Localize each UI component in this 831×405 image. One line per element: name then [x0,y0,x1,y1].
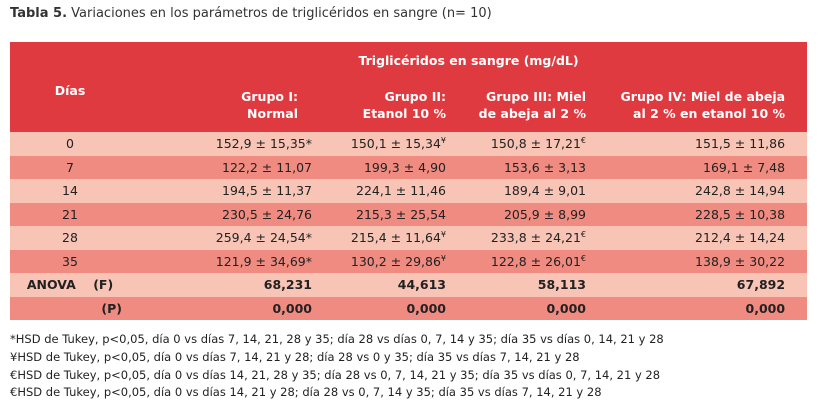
footnote: €HSD de Tukey, p<0,05, día 0 vs días 14,… [10,367,661,382]
cell-grupo-4: 212,4 ± 14,24 [608,226,808,250]
anova-p-grupo-1: 0,000 [130,296,320,320]
cell-grupo-2: 150,1 ± 15,34¥ [320,132,468,156]
cell-grupo-1: 152,9 ± 15,35* [130,132,320,156]
cell-grupo-2: 199,3 ± 4,90 [320,155,468,179]
cell-dia: 28 [10,226,130,250]
cell-grupo-4: 169,1 ± 7,48 [608,155,808,179]
cell-grupo-1: 194,5 ± 11,37 [130,179,320,203]
cell-grupo-4: 151,5 ± 11,86 [608,132,808,156]
anova-p-label: (P) [10,296,130,320]
header-row-columns: Días Grupo I: Normal Grupo II: Etanol 10 %… [10,78,808,132]
footnote: *HSD de Tukey, p<0,05, día 0 vs días 7, … [10,332,664,346]
cell-grupo-3: 150,8 ± 17,21€ [468,132,608,156]
cell-grupo-4: 228,5 ± 10,38 [608,202,808,226]
cell-grupo-2: 215,3 ± 25,54 [320,202,468,226]
anova-p-row: (P) 0,000 0,000 0,000 0,000 [10,296,808,320]
table-row: 7 122,2 ± 11,07 199,3 ± 4,90 153,6 ± 3,1… [10,155,808,179]
cell-dia: 7 [10,155,130,179]
cell-grupo-3: 153,6 ± 3,13 [468,155,608,179]
column-header-grupo-3: Grupo III: Miel de abeja al 2 % [468,78,608,132]
table-row: 28 259,4 ± 24,54* 215,4 ± 11,64¥ 233,8 ±… [10,226,808,250]
table-row: 14 194,5 ± 11,37 224,1 ± 11,46 189,4 ± 9… [10,179,808,203]
anova-f-row: ANOVA (F) 68,231 44,613 58,113 67,892 [10,273,808,297]
column-header-dias: Días [10,78,130,132]
anova-label: ANOVA (F) [10,273,130,297]
anova-f-label: (F) [93,277,114,293]
cell-dia: 0 [10,132,130,156]
anova-f-grupo-4: 67,892 [608,273,808,297]
anova-f-grupo-3: 58,113 [468,273,608,297]
cell-dia: 14 [10,179,130,203]
anova-p-grupo-3: 0,000 [468,296,608,320]
footnotes: *HSD de Tukey, p<0,05, día 0 vs días 7, … [10,331,664,402]
column-header-grupo-2: Grupo II: Etanol 10 % [320,78,468,132]
cell-grupo-2: 224,1 ± 11,46 [320,179,468,203]
cell-grupo-2: 130,2 ± 29,86¥ [320,249,468,273]
cell-grupo-3: 122,8 ± 26,01€ [468,249,608,273]
footnote: ¥HSD de Tukey, p<0,05, día 0 vs días 7, … [10,349,580,364]
table-row: 21 230,5 ± 24,76 215,3 ± 25,54 205,9 ± 8… [10,202,808,226]
cell-grupo-2: 215,4 ± 11,64¥ [320,226,468,250]
column-header-grupo-1: Grupo I: Normal [130,78,320,132]
cell-grupo-4: 242,8 ± 14,94 [608,179,808,203]
triglycerides-table: Triglicéridos en sangre (mg/dL) Días Gru… [10,42,808,320]
header-row-group: Triglicéridos en sangre (mg/dL) [10,42,808,78]
cell-grupo-3: 189,4 ± 9,01 [468,179,608,203]
cell-dia: 35 [10,249,130,273]
cell-grupo-1: 230,5 ± 24,76 [130,202,320,226]
anova-p-grupo-4: 0,000 [608,296,808,320]
cell-grupo-3: 205,9 ± 8,99 [468,202,608,226]
table-number: Tabla 5. [10,6,68,21]
table-row: 35 121,9 ± 34,69* 130,2 ± 29,86¥ 122,8 ±… [10,249,808,273]
cell-grupo-1: 121,9 ± 34,69* [130,249,320,273]
group-header: Triglicéridos en sangre (mg/dL) [130,42,808,78]
cell-grupo-3: 233,8 ± 24,21€ [468,226,608,250]
cell-grupo-4: 138,9 ± 30,22 [608,249,808,273]
cell-grupo-1: 122,2 ± 11,07 [130,155,320,179]
footnote: €HSD de Tukey, p<0,05, día 0 vs días 14,… [10,385,602,400]
anova-f-grupo-2: 44,613 [320,273,468,297]
table-caption: Tabla 5. Variaciones en los parámetros d… [10,6,492,21]
table-title: Variaciones en los parámetros de triglic… [71,6,492,21]
cell-grupo-1: 259,4 ± 24,54* [130,226,320,250]
cell-dia: 21 [10,202,130,226]
table-row: 0 152,9 ± 15,35* 150,1 ± 15,34¥ 150,8 ± … [10,132,808,156]
anova-p-grupo-2: 0,000 [320,296,468,320]
anova-f-grupo-1: 68,231 [130,273,320,297]
column-header-grupo-4: Grupo IV: Miel de abeja al 2 % en etanol … [608,78,808,132]
